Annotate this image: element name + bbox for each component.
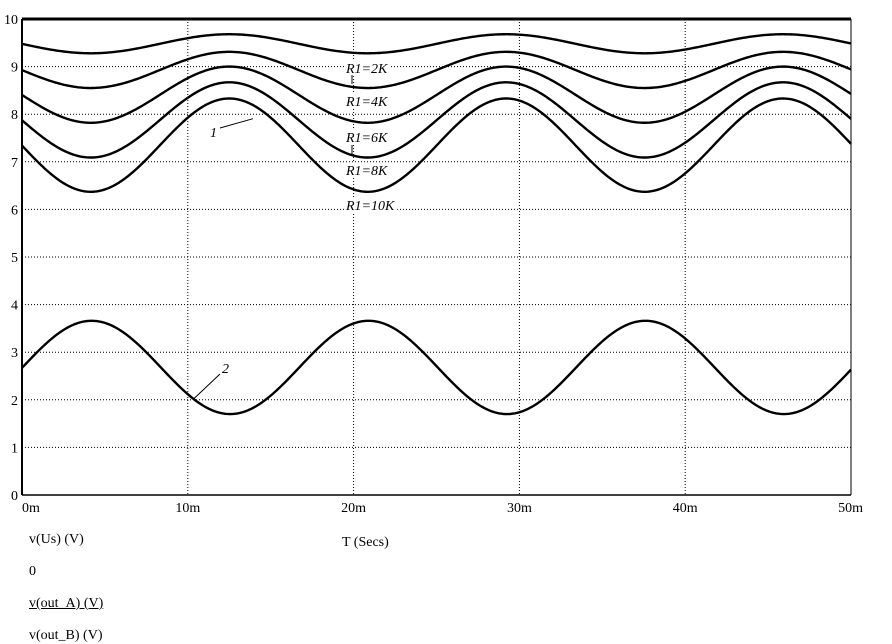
trace-label-out-b: v(out_B) (V): [29, 628, 103, 643]
tick-labels: 0 1 2 3 4 5 6 7 8 9 10 0m 10m 20m 30m 40m 50m: [4, 13, 863, 516]
x-tick-label: 10m: [175, 501, 200, 516]
annotation-leader: [219, 118, 254, 129]
series-line: [21, 319, 852, 416]
trace-label-us: v(Us) (V): [29, 532, 84, 547]
curve-label-bg: [344, 130, 389, 145]
series-line: [21, 33, 852, 55]
y-tick-label: 4: [11, 299, 18, 314]
curve-label: R1=10K: [345, 199, 395, 214]
curve-label: R1=4K: [345, 95, 388, 110]
trace-label-ground: 0: [29, 564, 36, 579]
series-line: [21, 97, 852, 193]
y-tick-label: 9: [11, 61, 18, 76]
curve-label-bg: [344, 163, 389, 178]
y-tick-label: 5: [11, 251, 18, 266]
x-axis-title: T (Secs): [342, 535, 389, 550]
plot-frame: [21, 17, 852, 496]
curve-label-bg: [344, 61, 389, 76]
y-tick-label: 2: [11, 394, 18, 409]
annotation-text: 1: [210, 126, 217, 141]
y-tick-label: 10: [4, 13, 18, 28]
y-tick-label: 1: [11, 441, 18, 456]
x-tick-label: 0m: [22, 501, 40, 516]
y-tick-label: 0: [11, 489, 18, 504]
annotation-text: 2: [222, 362, 229, 377]
series-line: [21, 81, 852, 159]
x-tick-label: 40m: [673, 501, 698, 516]
x-tick-label: 50m: [838, 501, 863, 516]
series-group: [21, 33, 852, 416]
series-line: [21, 50, 852, 90]
trace-label-out-a: v(out_A) (V): [29, 596, 104, 611]
curve-label-bg: [344, 198, 398, 213]
curve-labels: R1=2K R1=4K R1=6K R1=8K R1=10K 1 2: [193, 61, 398, 400]
curve-label: R1=2K: [345, 62, 388, 77]
x-tick-label: 20m: [341, 501, 366, 516]
y-tick-label: 6: [11, 203, 18, 218]
y-tick-label: 7: [11, 156, 18, 171]
y-tick-label: 3: [11, 346, 18, 361]
curve-label: R1=8K: [345, 164, 388, 179]
x-tick-label: 30m: [507, 501, 532, 516]
chart: R1=2K R1=4K R1=6K R1=8K R1=10K 1 2 0 1 2 3 4 5 6 7 8 9 1…: [4, 13, 863, 516]
y-tick-label: 8: [11, 108, 18, 123]
curve-label: R1=6K: [345, 131, 388, 146]
annotation-leader: [193, 373, 221, 400]
trace-legend: v(Us) (V) 0 v(out_A) (V) v(out_B) (V): [22, 516, 103, 644]
curve-label-bg: [344, 94, 389, 109]
series-line: [21, 65, 852, 124]
grid: [22, 19, 851, 495]
